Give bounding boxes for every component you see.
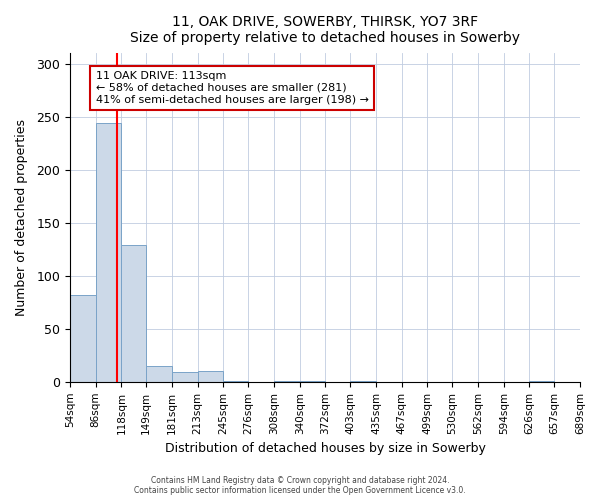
Title: 11, OAK DRIVE, SOWERBY, THIRSK, YO7 3RF
Size of property relative to detached ho: 11, OAK DRIVE, SOWERBY, THIRSK, YO7 3RF … bbox=[130, 15, 520, 45]
Text: 11 OAK DRIVE: 113sqm
← 58% of detached houses are smaller (281)
41% of semi-deta: 11 OAK DRIVE: 113sqm ← 58% of detached h… bbox=[95, 72, 368, 104]
Bar bbox=[197, 371, 223, 382]
Y-axis label: Number of detached properties: Number of detached properties bbox=[15, 119, 28, 316]
X-axis label: Distribution of detached houses by size in Sowerby: Distribution of detached houses by size … bbox=[164, 442, 485, 455]
Bar bbox=[95, 124, 121, 382]
Bar bbox=[223, 381, 248, 382]
Bar bbox=[172, 372, 197, 382]
Bar bbox=[274, 381, 299, 382]
Bar bbox=[121, 245, 146, 382]
Bar bbox=[529, 381, 554, 382]
Text: Contains HM Land Registry data © Crown copyright and database right 2024.
Contai: Contains HM Land Registry data © Crown c… bbox=[134, 476, 466, 495]
Bar bbox=[70, 295, 95, 382]
Bar bbox=[299, 381, 325, 382]
Bar bbox=[350, 381, 376, 382]
Bar bbox=[146, 366, 172, 382]
